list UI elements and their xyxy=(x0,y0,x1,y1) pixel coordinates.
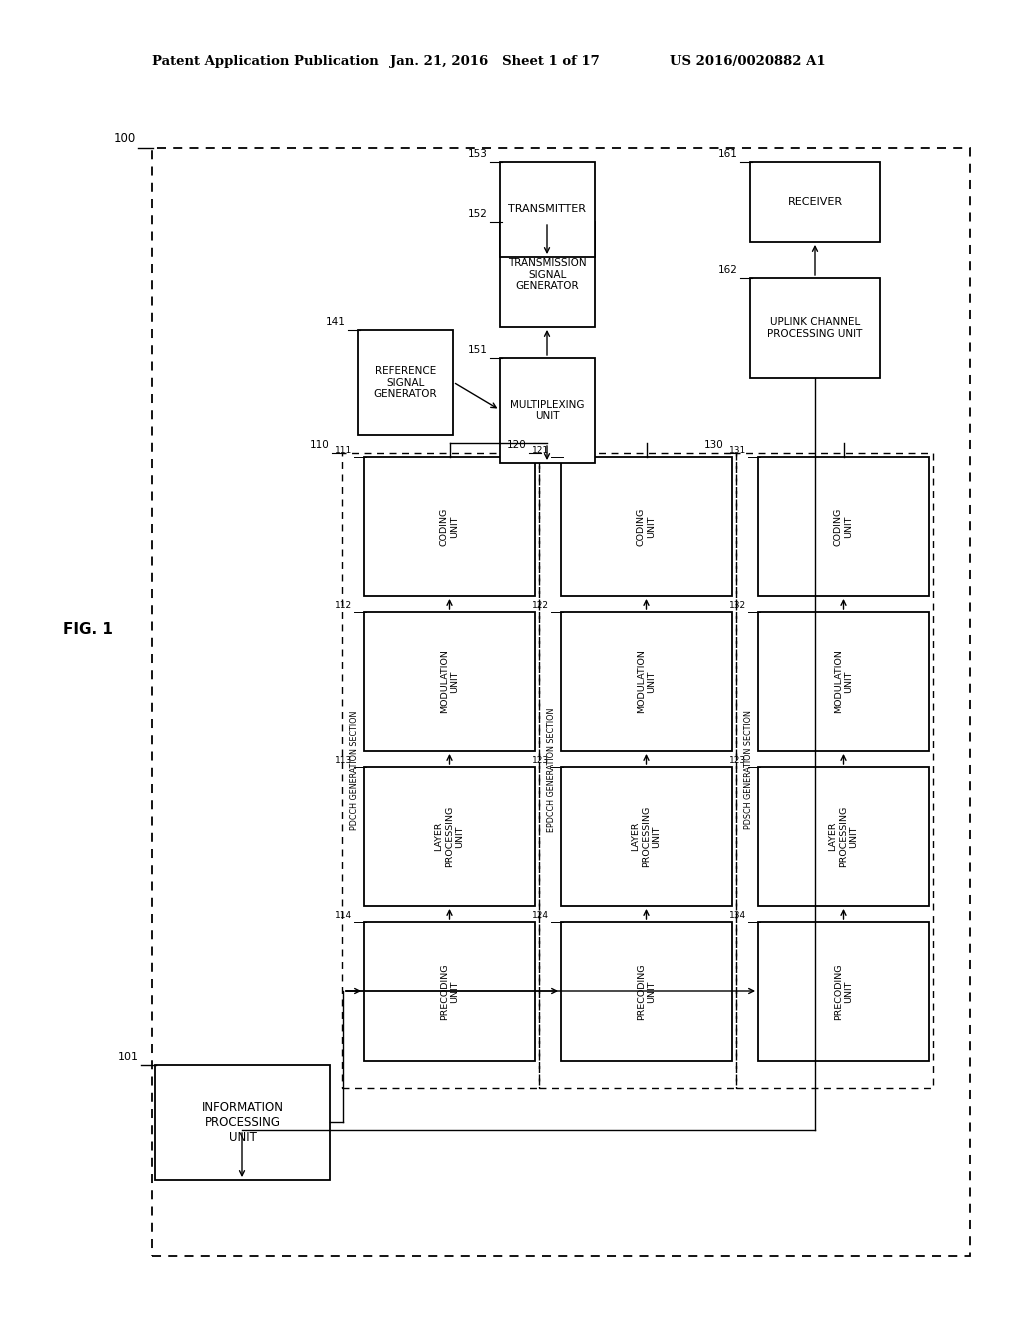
Bar xyxy=(561,612,732,751)
Text: PRECODING
UNIT: PRECODING UNIT xyxy=(637,964,656,1020)
Text: 112: 112 xyxy=(335,601,352,610)
Text: Jan. 21, 2016   Sheet 1 of 17: Jan. 21, 2016 Sheet 1 of 17 xyxy=(390,55,600,69)
Bar xyxy=(561,921,732,1061)
Text: CODING
UNIT: CODING UNIT xyxy=(637,507,656,545)
Bar xyxy=(750,162,880,242)
Text: LAYER
PROCESSING
UNIT: LAYER PROCESSING UNIT xyxy=(828,807,858,867)
Text: FIG. 1: FIG. 1 xyxy=(63,623,113,638)
Text: 121: 121 xyxy=(531,446,549,455)
Text: 114: 114 xyxy=(335,911,352,920)
Text: TRANSMISSION
SIGNAL
GENERATOR: TRANSMISSION SIGNAL GENERATOR xyxy=(508,257,587,292)
Bar xyxy=(364,767,535,906)
Bar xyxy=(500,222,595,327)
Text: 101: 101 xyxy=(118,1052,139,1063)
Text: 111: 111 xyxy=(335,446,352,455)
Bar xyxy=(364,612,535,751)
Bar xyxy=(152,148,970,1257)
Text: 141: 141 xyxy=(326,317,346,327)
Text: 151: 151 xyxy=(468,345,488,355)
Bar xyxy=(561,457,732,597)
Text: PDCCH GENERATION SECTION: PDCCH GENERATION SECTION xyxy=(350,710,359,830)
Text: UPLINK CHANNEL
PROCESSING UNIT: UPLINK CHANNEL PROCESSING UNIT xyxy=(767,317,862,339)
Bar xyxy=(500,162,595,257)
Text: Patent Application Publication: Patent Application Publication xyxy=(152,55,379,69)
Text: 130: 130 xyxy=(705,440,724,450)
Text: TRANSMITTER: TRANSMITTER xyxy=(509,205,587,214)
Bar xyxy=(155,1065,330,1180)
Text: 134: 134 xyxy=(729,911,746,920)
Text: 120: 120 xyxy=(507,440,527,450)
Text: INFORMATION
PROCESSING
UNIT: INFORMATION PROCESSING UNIT xyxy=(202,1101,284,1144)
Bar xyxy=(736,453,933,1088)
Text: 124: 124 xyxy=(532,911,549,920)
Text: MODULATION
UNIT: MODULATION UNIT xyxy=(637,649,656,713)
Text: 122: 122 xyxy=(532,601,549,610)
Bar xyxy=(539,453,736,1088)
Bar xyxy=(358,330,453,436)
Text: 131: 131 xyxy=(729,446,746,455)
Text: 153: 153 xyxy=(468,149,488,158)
Text: EPDCCH GENERATION SECTION: EPDCCH GENERATION SECTION xyxy=(547,708,556,832)
Text: 123: 123 xyxy=(729,756,746,766)
Bar xyxy=(758,612,929,751)
Text: PRECODING
UNIT: PRECODING UNIT xyxy=(439,964,459,1020)
Text: 110: 110 xyxy=(310,440,330,450)
Bar xyxy=(364,457,535,597)
Text: 162: 162 xyxy=(718,265,738,275)
Text: CODING
UNIT: CODING UNIT xyxy=(834,507,853,545)
Bar xyxy=(750,279,880,378)
Text: MODULATION
UNIT: MODULATION UNIT xyxy=(834,649,853,713)
Text: RECEIVER: RECEIVER xyxy=(787,197,843,207)
Text: PDSCH GENERATION SECTION: PDSCH GENERATION SECTION xyxy=(744,710,753,829)
Text: MULTIPLEXING
UNIT: MULTIPLEXING UNIT xyxy=(510,400,585,421)
Text: 113: 113 xyxy=(335,756,352,766)
Text: 161: 161 xyxy=(718,149,738,158)
Text: LAYER
PROCESSING
UNIT: LAYER PROCESSING UNIT xyxy=(632,807,662,867)
Text: PRECODING
UNIT: PRECODING UNIT xyxy=(834,964,853,1020)
Text: REFERENCE
SIGNAL
GENERATOR: REFERENCE SIGNAL GENERATOR xyxy=(374,366,437,399)
Text: MODULATION
UNIT: MODULATION UNIT xyxy=(439,649,459,713)
Bar xyxy=(500,358,595,463)
Text: 100: 100 xyxy=(114,132,136,145)
Bar xyxy=(561,767,732,906)
Text: US 2016/0020882 A1: US 2016/0020882 A1 xyxy=(670,55,825,69)
Text: 123: 123 xyxy=(531,756,549,766)
Bar xyxy=(758,457,929,597)
Bar xyxy=(364,921,535,1061)
Bar xyxy=(758,921,929,1061)
Text: 132: 132 xyxy=(729,601,746,610)
Bar xyxy=(758,767,929,906)
Text: 152: 152 xyxy=(468,209,488,219)
Text: LAYER
PROCESSING
UNIT: LAYER PROCESSING UNIT xyxy=(434,807,465,867)
Text: CODING
UNIT: CODING UNIT xyxy=(439,507,459,545)
Bar xyxy=(342,453,539,1088)
